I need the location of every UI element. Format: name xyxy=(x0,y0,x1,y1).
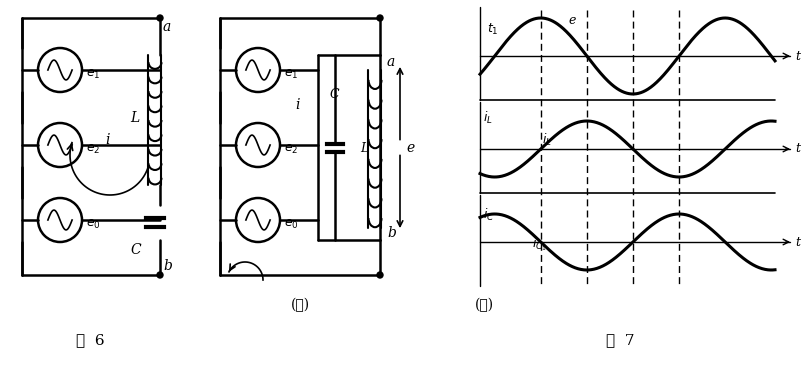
Circle shape xyxy=(376,15,383,21)
Text: (甲): (甲) xyxy=(290,298,310,312)
Text: $i_C$: $i_C$ xyxy=(482,207,494,223)
Text: $e_0$: $e_0$ xyxy=(284,218,298,231)
Text: (乙): (乙) xyxy=(475,298,493,312)
Text: $e_2$: $e_2$ xyxy=(284,142,298,155)
Text: e: e xyxy=(568,14,576,27)
Text: e: e xyxy=(406,141,414,154)
Text: $i_L$: $i_L$ xyxy=(482,110,492,126)
Text: i: i xyxy=(294,98,299,112)
Text: $i_L$: $i_L$ xyxy=(541,132,551,148)
Text: a: a xyxy=(387,55,395,69)
Circle shape xyxy=(157,15,163,21)
Text: i: i xyxy=(105,133,109,147)
Text: a: a xyxy=(163,20,171,34)
Text: $t_1$: $t_1$ xyxy=(486,22,498,37)
Text: C: C xyxy=(130,243,140,257)
Text: t: t xyxy=(794,142,799,155)
Text: $e_0$: $e_0$ xyxy=(86,218,100,231)
Text: $e_1$: $e_1$ xyxy=(86,67,100,81)
Text: $e_2$: $e_2$ xyxy=(86,142,100,155)
Text: t: t xyxy=(794,235,799,248)
Text: b: b xyxy=(163,259,172,273)
Circle shape xyxy=(376,272,383,278)
Text: L: L xyxy=(359,141,368,154)
Text: C: C xyxy=(330,89,339,102)
Text: $e_1$: $e_1$ xyxy=(284,67,298,81)
Text: 圖  6: 圖 6 xyxy=(75,333,104,347)
Text: t: t xyxy=(794,49,799,62)
Circle shape xyxy=(157,272,163,278)
Text: 圖  7: 圖 7 xyxy=(605,333,634,347)
Text: $i_{C_1}$: $i_{C_1}$ xyxy=(532,235,546,253)
Text: L: L xyxy=(130,111,139,125)
Text: b: b xyxy=(387,226,395,240)
